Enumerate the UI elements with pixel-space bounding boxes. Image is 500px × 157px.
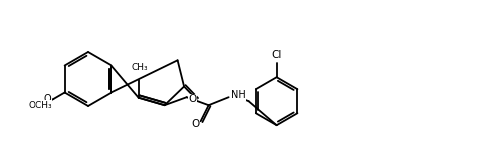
Text: NH: NH <box>230 90 246 100</box>
Text: OCH₃: OCH₃ <box>28 100 52 109</box>
Text: O: O <box>44 94 52 104</box>
Text: O: O <box>192 119 200 129</box>
Text: Cl: Cl <box>272 50 282 60</box>
Text: CH₃: CH₃ <box>132 63 148 72</box>
Text: O: O <box>188 95 196 104</box>
